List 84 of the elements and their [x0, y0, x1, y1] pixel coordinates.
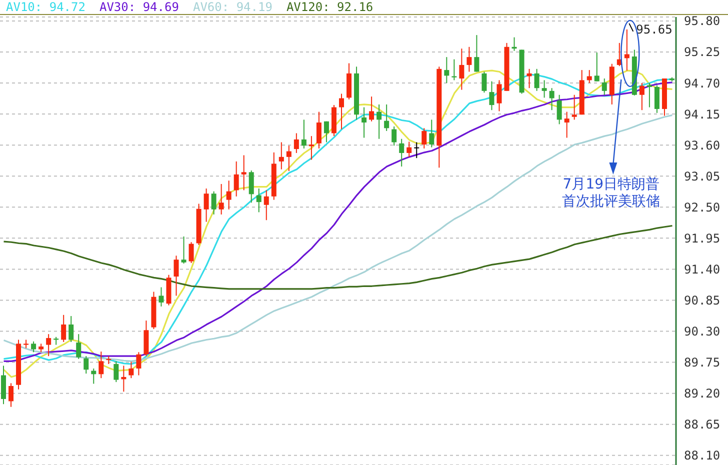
candlestick — [392, 126, 397, 146]
candlestick — [218, 184, 224, 215]
candlestick — [459, 48, 464, 90]
candlestick — [128, 361, 134, 379]
candlestick — [114, 360, 119, 383]
text: AV30: 94.69 — [99, 0, 179, 14]
candlestick — [136, 352, 142, 376]
candlestick — [556, 94, 562, 125]
candlestick — [46, 334, 52, 357]
y-tick-label: 95.25 — [684, 45, 720, 60]
candlestick — [188, 242, 194, 264]
candlestick — [414, 142, 420, 159]
candlestick — [362, 106, 367, 138]
candlestick — [324, 120, 329, 143]
candlestick — [654, 84, 660, 114]
candlestick — [534, 68, 540, 92]
candlestick — [602, 78, 607, 96]
candlestick — [1, 365, 6, 405]
candlestick — [264, 190, 269, 221]
candlestick — [256, 188, 262, 213]
candlestick — [586, 70, 592, 84]
candlestick — [422, 128, 427, 149]
candlestick — [639, 82, 644, 111]
candlestick — [316, 111, 322, 149]
candlestick — [564, 111, 570, 138]
candlestick — [369, 96, 374, 122]
candlestick — [84, 356, 89, 374]
candlestick — [31, 340, 36, 353]
candlestick — [234, 160, 239, 197]
candlestick — [98, 351, 104, 379]
y-tick-label: 95.80 — [684, 14, 720, 28]
candlestick — [496, 80, 502, 112]
candlestick — [482, 71, 487, 94]
candlestick — [158, 286, 164, 307]
candlestick — [241, 154, 246, 191]
candlestick — [444, 56, 450, 84]
candlestick — [8, 382, 14, 408]
y-tick-label: 94.70 — [684, 76, 720, 90]
candlestick — [474, 34, 480, 72]
annotation: 95.65 — [636, 22, 672, 36]
candlestick — [549, 88, 554, 111]
candlestick — [572, 94, 577, 120]
y-tick-label: 94.15 — [684, 107, 720, 122]
candlestick — [76, 334, 82, 360]
candlestick — [376, 104, 382, 140]
y-tick-label: 91.40 — [684, 262, 720, 276]
y-tick-label: 88.10 — [684, 448, 720, 463]
y-tick-label: 89.75 — [684, 356, 720, 370]
candlestick — [594, 52, 600, 82]
candlestick — [466, 46, 472, 72]
candlestick — [429, 119, 434, 148]
candlestick — [399, 138, 404, 168]
candlestick — [286, 145, 292, 172]
candlestick — [339, 93, 344, 130]
candlestick — [406, 141, 412, 158]
y-tick-label: 92.50 — [684, 200, 720, 214]
y-tick-label: 93.60 — [684, 138, 720, 152]
candlestick — [301, 119, 306, 149]
candlestick — [174, 255, 179, 296]
candlestick — [226, 180, 232, 210]
candlestick — [61, 314, 66, 342]
candlestick — [204, 188, 209, 222]
y-tick-label: 90.30 — [684, 324, 720, 339]
candlestick — [181, 236, 186, 264]
candlestick — [624, 28, 630, 72]
candlestick — [211, 190, 216, 215]
candlestick — [248, 170, 254, 204]
candlestick — [294, 132, 299, 154]
candlestick — [452, 58, 457, 81]
line-series — [2, 224, 674, 290]
text: AV120: 92.16 — [286, 0, 374, 14]
y-tick-label: 89.20 — [684, 386, 720, 401]
candlestick — [542, 80, 547, 98]
candlestick — [489, 80, 494, 111]
candlestick — [384, 104, 390, 132]
candlestick — [68, 316, 74, 342]
candlestick — [278, 142, 284, 170]
y-tick-label: 93.05 — [684, 169, 720, 184]
text: AV60: 94.19 — [192, 0, 272, 14]
y-tick-label: 91.95 — [684, 231, 720, 246]
annotation: 7月19日特朗普首次批评美联储 — [562, 175, 660, 210]
y-tick-label: 90.85 — [684, 294, 720, 308]
text: AV10: 94.72 — [6, 0, 86, 14]
y-tick-label: 88.65 — [684, 418, 720, 432]
